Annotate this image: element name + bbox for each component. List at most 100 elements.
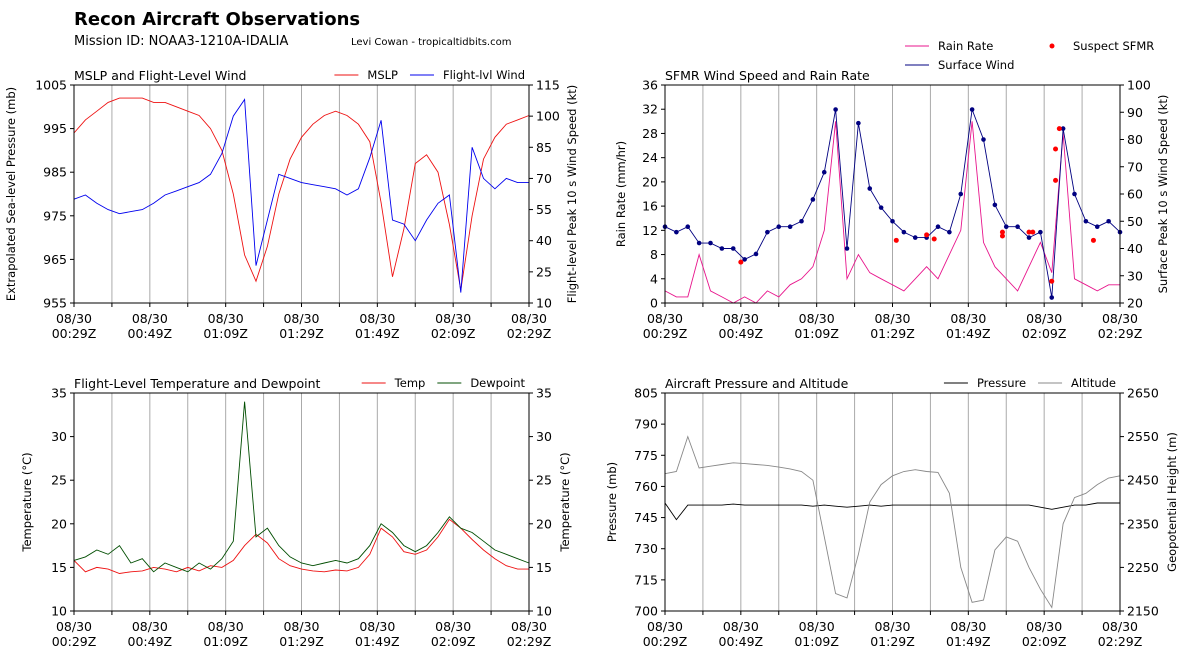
x-tick-label: 08/30 02:29Z: [507, 311, 552, 341]
y2-tick-label: 80: [1127, 132, 1143, 147]
x-tick-label: 08/30 00:49Z: [128, 619, 173, 649]
y-tick-label: 12: [642, 223, 658, 238]
series-line: [664, 502, 1120, 521]
marker: [1015, 224, 1020, 229]
scatter-point: [931, 236, 937, 242]
y2-tick-label: 30: [536, 429, 552, 444]
marker: [1106, 218, 1111, 224]
y-tick-label: 15: [51, 560, 67, 575]
y-tick-label: 955: [43, 296, 67, 311]
y2-tick-label: 2350: [1127, 516, 1159, 531]
y-tick-label: 965: [43, 252, 67, 267]
marker: [708, 240, 713, 246]
y2-tick-label: 30: [1127, 268, 1143, 283]
marker: [742, 257, 747, 262]
y-tick-label: 0: [650, 296, 658, 311]
marker: [753, 251, 759, 257]
y-tick-label: 985: [43, 165, 67, 180]
marker: [1049, 295, 1055, 300]
y2-tick-label: 20: [1127, 296, 1143, 311]
x-tick-label: 08/30 01:49Z: [355, 619, 400, 649]
legend-marker: [1049, 43, 1055, 49]
y-tick-label: 36: [642, 78, 658, 93]
marker: [730, 246, 736, 251]
marker: [1060, 126, 1066, 131]
marker: [1026, 235, 1032, 240]
scatter-point: [999, 233, 1005, 239]
y2-tick-label: 70: [1127, 159, 1143, 174]
y-tick-label: 16: [642, 199, 658, 214]
y-tick-label: 25: [51, 473, 67, 488]
y-axis-label: Extrapolated Sea-level Pressure (mb): [4, 87, 18, 301]
marker: [776, 224, 782, 229]
x-tick-label: 08/30 01:49Z: [355, 311, 400, 341]
y2-tick-label: 50: [1127, 214, 1143, 229]
scatter-point: [1030, 229, 1036, 235]
series-line: [73, 98, 529, 293]
marker: [856, 120, 861, 126]
y2-tick-label: 2150: [1127, 604, 1159, 619]
legend-label: MSLP: [367, 68, 398, 82]
y-tick-label: 24: [642, 150, 658, 165]
series-line: [73, 401, 530, 573]
y-tick-label: 32: [642, 102, 658, 117]
y2-axis-label: Flight-level Peak 10 s Wind Speed (kt): [565, 85, 579, 304]
y2-tick-label: 60: [1127, 187, 1143, 202]
y-tick-label: 775: [634, 448, 658, 463]
y2-tick-label: 25: [536, 473, 552, 488]
marker: [844, 246, 850, 251]
marker: [947, 229, 952, 235]
y-tick-label: 745: [634, 510, 658, 525]
marker: [981, 137, 986, 142]
x-tick-label: 08/30 02:09Z: [1022, 619, 1067, 649]
x-tick-label: 08/30 00:29Z: [52, 619, 97, 649]
x-tick-label: 08/30 01:49Z: [946, 311, 991, 341]
plot-frame: [73, 84, 530, 304]
y2-tick-label: 2450: [1127, 473, 1159, 488]
y-tick-label: 760: [634, 479, 658, 494]
marker: [810, 197, 816, 202]
scatter-point: [999, 229, 1005, 235]
y2-tick-label: 40: [1127, 241, 1143, 256]
x-tick-label: 08/30 01:29Z: [279, 311, 324, 341]
y-tick-label: 730: [634, 541, 658, 556]
x-tick-label: 08/30 00:49Z: [719, 311, 764, 341]
marker: [1003, 224, 1009, 229]
y-tick-label: 28: [642, 126, 658, 141]
marker: [935, 224, 941, 229]
y2-tick-label: 85: [536, 140, 552, 155]
x-tick-label: 08/30 02:09Z: [1022, 311, 1067, 341]
y-axis-label: Temperature (°C): [20, 452, 34, 552]
y2-tick-label: 90: [1127, 105, 1143, 120]
y2-tick-label: 10: [536, 296, 552, 311]
y2-tick-label: 100: [1127, 78, 1151, 93]
x-tick-label: 08/30 01:09Z: [203, 619, 248, 649]
marker: [867, 186, 873, 191]
x-tick-label: 08/30 01:09Z: [794, 311, 839, 341]
legend-label: Dewpoint: [470, 376, 525, 390]
legend-label: Suspect SFMR: [1073, 39, 1154, 53]
y2-tick-label: 2250: [1127, 560, 1159, 575]
x-tick-label: 08/30 00:49Z: [719, 619, 764, 649]
figure-subtitle: Mission ID: NOAA3-1210A-IDALIA: [74, 34, 288, 49]
y-tick-label: 715: [634, 572, 658, 587]
marker: [696, 240, 702, 246]
marker: [787, 224, 793, 229]
marker: [799, 218, 804, 224]
marker: [1083, 218, 1089, 224]
y2-axis-label: Surface Peak 10 s Wind Speed (kt): [1156, 95, 1170, 294]
y-axis-label: Pressure (mb): [605, 462, 619, 542]
marker: [912, 235, 918, 240]
y-tick-label: 10: [51, 604, 67, 619]
marker: [674, 229, 679, 235]
y-tick-label: 8: [650, 247, 658, 262]
marker: [685, 224, 691, 229]
scatter-point: [924, 232, 930, 238]
marker: [1072, 191, 1077, 197]
y-tick-label: 700: [634, 604, 658, 619]
x-tick-label: 08/30 01:29Z: [870, 619, 915, 649]
y2-tick-label: 35: [536, 386, 552, 401]
y-tick-label: 805: [634, 386, 658, 401]
x-tick-label: 08/30 01:49Z: [946, 619, 991, 649]
